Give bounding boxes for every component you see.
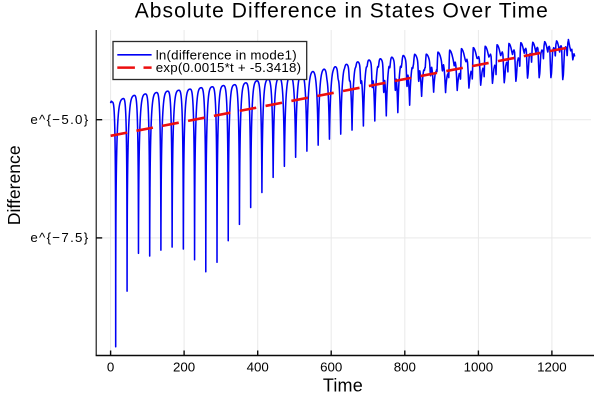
svg-text:800: 800 — [394, 359, 416, 374]
svg-text:400: 400 — [247, 359, 269, 374]
svg-text:1200: 1200 — [537, 359, 567, 374]
svg-text:e^{−7.5}: e^{−7.5} — [30, 230, 89, 245]
svg-text:e^{−5.0}: e^{−5.0} — [30, 112, 89, 127]
svg-text:Difference: Difference — [4, 145, 24, 225]
svg-text:Time: Time — [323, 376, 363, 396]
svg-text:Absolute Difference in States: Absolute Difference in States Over Time — [135, 0, 549, 23]
svg-text:200: 200 — [173, 359, 195, 374]
svg-text:600: 600 — [320, 359, 342, 374]
svg-text:1000: 1000 — [464, 359, 494, 374]
svg-text:exp(0.0015*t + -5.3418): exp(0.0015*t + -5.3418) — [156, 60, 302, 75]
svg-text:ln(difference in mode1): ln(difference in mode1) — [156, 47, 297, 62]
svg-text:0: 0 — [107, 359, 114, 374]
